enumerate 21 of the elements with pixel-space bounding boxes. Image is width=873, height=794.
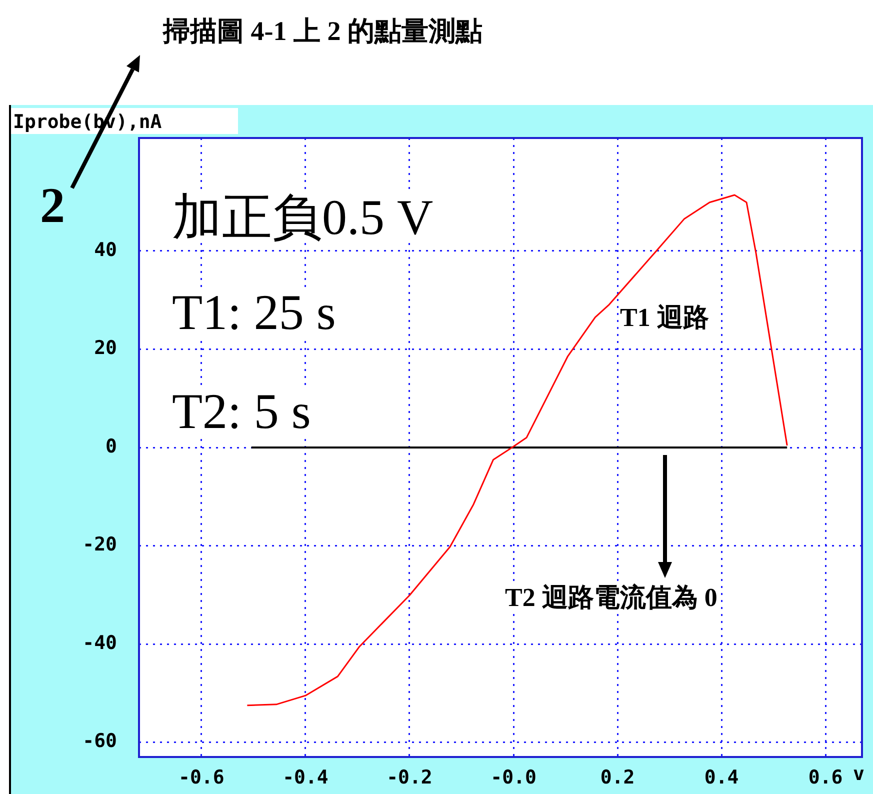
x-tick-label: -0.2 <box>386 766 432 788</box>
x-axis-title: v <box>853 763 864 785</box>
x-tick-label: -0.0 <box>490 766 536 788</box>
x-tick-label: 0.4 <box>704 766 739 788</box>
y-tick-label: 40 <box>94 238 117 261</box>
annotation: T1: 25 s <box>172 284 336 340</box>
x-tick-label: -0.4 <box>282 766 328 788</box>
annotation: T1 迴路 <box>620 303 709 332</box>
annotation: T2 迴路電流值為 0 <box>505 583 718 612</box>
y-tick-label: -20 <box>82 534 117 556</box>
x-tick-label: -0.6 <box>178 766 224 788</box>
x-tick-label: 0.2 <box>600 766 635 788</box>
chart-title: 掃描圖 4-1 上 2 的點量測點 <box>163 16 482 46</box>
text: 2 <box>40 177 65 233</box>
annotation: T2: 5 s <box>172 383 311 439</box>
y-tick-label: -60 <box>82 730 117 752</box>
annotation: 加正負0.5 V <box>172 189 434 245</box>
x-tick-label: 0.6 <box>808 766 843 788</box>
y-tick-label: -40 <box>82 632 117 654</box>
y-tick-label: 20 <box>94 337 117 360</box>
y-tick-label: 0 <box>106 435 117 458</box>
